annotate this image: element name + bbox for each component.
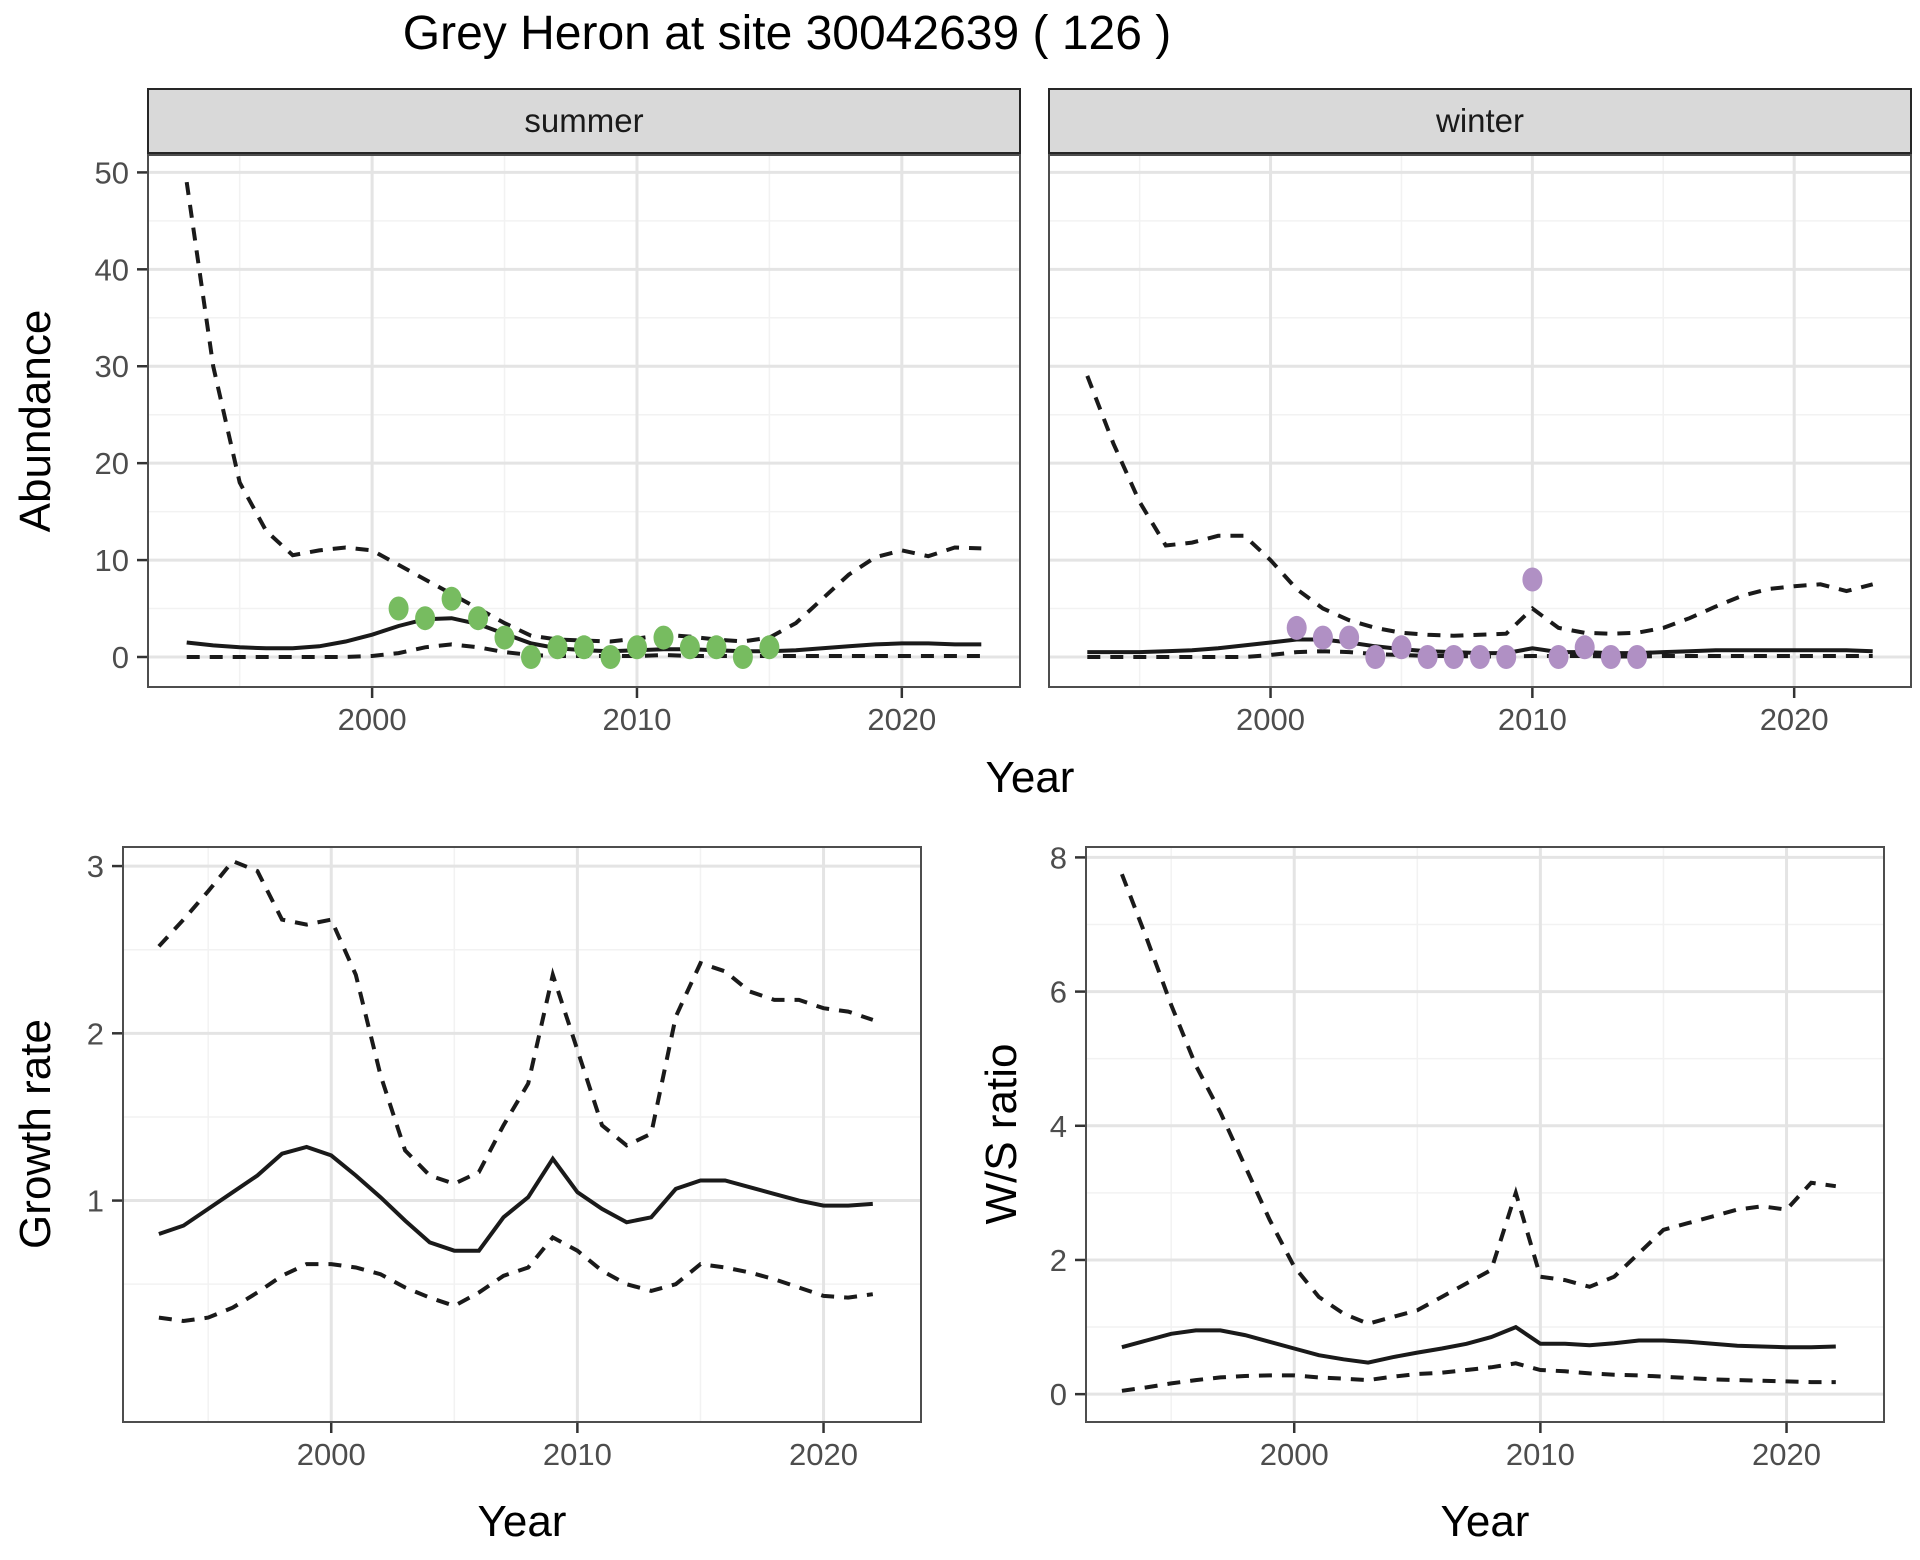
upper_ci-line xyxy=(157,858,874,1186)
y-tick-label: 2 xyxy=(87,1016,104,1051)
x-tick-label: 2000 xyxy=(1236,702,1305,737)
x-tick-label: 2010 xyxy=(543,1437,612,1472)
lower_ci-line xyxy=(1121,1361,1836,1393)
panel-border xyxy=(1085,846,1885,1423)
growth-rate-panel: 2000 2010 2020 1 2 3 xyxy=(87,846,922,1472)
fitted-line xyxy=(158,1144,873,1253)
observed-point xyxy=(521,645,541,669)
facet-strip-winter-label: winter xyxy=(1435,102,1525,139)
chart-svg: 2000 2010 2020 xyxy=(1048,154,1912,737)
observed-point xyxy=(732,645,753,669)
y-tick-label: 1 xyxy=(87,1184,104,1219)
observed-point xyxy=(1417,645,1438,669)
observed-point xyxy=(759,635,780,660)
x-tick-label: 2010 xyxy=(602,702,671,737)
observed-point xyxy=(1339,625,1360,650)
upper_ci-line xyxy=(1085,375,1874,638)
abundance-summer-panel: 2000 2010 2020 0 10 20 30 40 50 xyxy=(95,154,1021,737)
x-tick-label: 2000 xyxy=(338,702,407,737)
observed-point xyxy=(1574,635,1595,660)
observed-point xyxy=(1443,645,1464,669)
observed-point xyxy=(388,596,409,621)
y-tick-label: 6 xyxy=(1050,975,1067,1010)
y-tick-label: 50 xyxy=(95,155,129,190)
observed-point xyxy=(468,606,489,631)
facet-strip-winter: winter xyxy=(1048,88,1912,154)
upper_ci-line xyxy=(184,181,982,644)
x-tick-label: 2000 xyxy=(297,1437,366,1472)
abundance-winter-panel: 2000 2010 2020 xyxy=(1048,154,1912,737)
abundance-axis-title: Abundance xyxy=(11,309,60,533)
y-tick-label: 20 xyxy=(95,446,129,481)
panel-border xyxy=(1048,154,1912,688)
y-tick-label: 10 xyxy=(95,543,129,578)
observed-point xyxy=(1600,645,1621,669)
chart-svg: 2000 2010 2020 0 2 4 6 8 xyxy=(1050,840,1885,1472)
observed-point xyxy=(1391,635,1412,660)
x-tick-label: 2000 xyxy=(1260,1437,1329,1472)
ws-ratio-axis-title: W/S ratio xyxy=(977,1043,1026,1225)
observed-point xyxy=(415,606,436,631)
observed-point xyxy=(1286,615,1307,640)
observed-point xyxy=(547,635,568,660)
y-tick-label: 8 xyxy=(1050,840,1067,875)
observed-point xyxy=(1496,645,1517,669)
observed-point xyxy=(1470,645,1490,669)
ws-year-axis-title: Year xyxy=(1440,1497,1530,1546)
y-tick-label: 4 xyxy=(1050,1109,1067,1144)
y-tick-label: 2 xyxy=(1050,1243,1067,1278)
x-tick-label: 2020 xyxy=(867,702,936,737)
lower_ci-line xyxy=(158,1234,874,1324)
x-tick-label: 2020 xyxy=(1752,1437,1821,1472)
observed-point xyxy=(1627,645,1648,669)
panel-border xyxy=(122,846,922,1423)
observed-point xyxy=(494,625,515,650)
observed-point xyxy=(1548,645,1569,669)
upper_ci-line xyxy=(1120,873,1837,1326)
observed-point xyxy=(1365,645,1386,669)
chart-svg: 2000 2010 2020 1 2 3 xyxy=(87,846,922,1472)
x-tick-label: 2020 xyxy=(1760,702,1829,737)
top-year-axis-title: Year xyxy=(985,753,1075,802)
y-tick-label: 0 xyxy=(1050,1377,1067,1412)
x-tick-label: 2020 xyxy=(789,1437,858,1472)
ws-ratio-panel: 2000 2010 2020 0 2 4 6 8 xyxy=(1050,840,1885,1472)
panel-border xyxy=(147,154,1021,688)
y-tick-label: 40 xyxy=(95,252,129,287)
y-tick-label: 30 xyxy=(95,349,129,384)
observed-point xyxy=(441,586,462,611)
x-tick-label: 2010 xyxy=(1506,1437,1575,1472)
chart-svg: 2000 2010 2020 0 10 20 30 40 50 xyxy=(95,154,1021,737)
observed-point xyxy=(679,635,700,660)
growth-rate-axis-title: Growth rate xyxy=(11,1019,60,1249)
observed-point xyxy=(1522,567,1543,592)
y-tick-label: 0 xyxy=(112,640,129,675)
observed-point xyxy=(600,645,621,669)
fitted-line xyxy=(1121,1324,1836,1365)
x-tick-label: 2010 xyxy=(1498,702,1567,737)
growth-year-axis-title: Year xyxy=(477,1497,567,1546)
plot-title: Grey Heron at site 30042639 ( 126 ) xyxy=(402,7,1172,60)
observed-point xyxy=(574,635,594,660)
observed-point xyxy=(1312,625,1333,650)
facet-strip-summer: summer xyxy=(147,88,1021,154)
observed-point xyxy=(706,635,727,660)
observed-point xyxy=(627,635,647,660)
facet-strip-summer-label: summer xyxy=(524,102,644,139)
observed-point xyxy=(653,625,674,650)
y-tick-label: 3 xyxy=(87,849,104,884)
